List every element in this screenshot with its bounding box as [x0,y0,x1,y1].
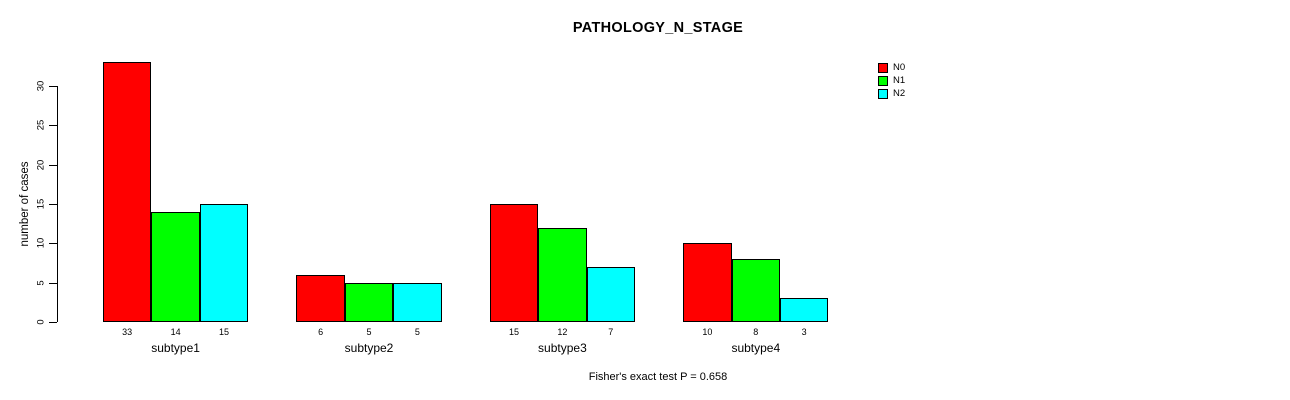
legend-label: N0 [893,62,906,73]
bar-value-label: 8 [753,327,759,337]
bar-value-label: 33 [122,327,133,337]
category-label-subtype1: subtype1 [151,341,200,355]
category-label-subtype4: subtype4 [731,341,781,355]
bar-value-label: 14 [170,327,181,337]
bar-value-label: 7 [608,327,614,337]
legend-label: N1 [893,75,906,86]
legend-label: N2 [893,88,906,99]
bar-value-label: 15 [508,327,520,337]
bar-value-label: 15 [218,327,230,337]
y-axis-tick [49,164,57,166]
y-axis-tick [49,243,57,245]
y-axis-tick [49,125,57,127]
bar-value-label: 10 [702,327,713,337]
bar-n2-subtype2 [393,282,442,322]
legend-swatch-n2 [878,88,888,99]
statistical-test-annotation: Fisher's exact test P = 0.658 [588,371,728,383]
bar-n0-subtype4 [683,243,732,322]
y-axis-tick-label: 20 [35,159,47,170]
y-axis-tick-label: 25 [35,119,47,131]
bar-value-label: 5 [414,327,420,337]
bar-n1-subtype1 [151,211,200,322]
bar-value-label: 3 [801,327,807,337]
legend-row-n0: N0 [878,61,905,74]
bar-n0-subtype1 [103,62,152,322]
legend-row-n2: N2 [878,87,905,100]
bar-value-label: 12 [557,327,568,337]
bar-n1-subtype4 [731,259,780,322]
bar-value-label: 5 [366,327,372,337]
y-axis-tick-label: 15 [35,198,47,210]
legend: N0 N1 N2 [878,61,905,100]
legend-swatch-n0 [878,62,888,73]
y-axis-tick-label: 30 [35,80,47,92]
legend-row-n1: N1 [878,74,905,87]
y-axis-tick [49,322,57,323]
y-axis-label: number of cases [19,161,31,247]
y-axis-tick-label: 5 [35,279,47,286]
bar-n0-subtype2 [296,274,345,322]
chart-title: PATHOLOGY_N_STAGE [572,20,744,36]
y-axis-tick-label: 0 [35,319,47,325]
bar-n0-subtype3 [489,203,539,322]
bar-n1-subtype2 [344,282,394,322]
y-axis-line [57,85,58,322]
y-axis-tick [49,203,57,205]
category-label-subtype3: subtype3 [538,341,587,355]
category-label-subtype2: subtype2 [344,341,394,355]
bar-n2-subtype3 [586,266,635,322]
bar-value-label: 6 [318,327,324,337]
y-axis-tick-label: 10 [35,238,47,249]
bar-n2-subtype4 [780,298,829,322]
bar-n1-subtype3 [538,227,587,322]
y-axis-tick [49,85,57,87]
legend-swatch-n1 [878,75,888,86]
bar-n2-subtype1 [199,203,249,322]
y-axis-tick [49,282,57,284]
